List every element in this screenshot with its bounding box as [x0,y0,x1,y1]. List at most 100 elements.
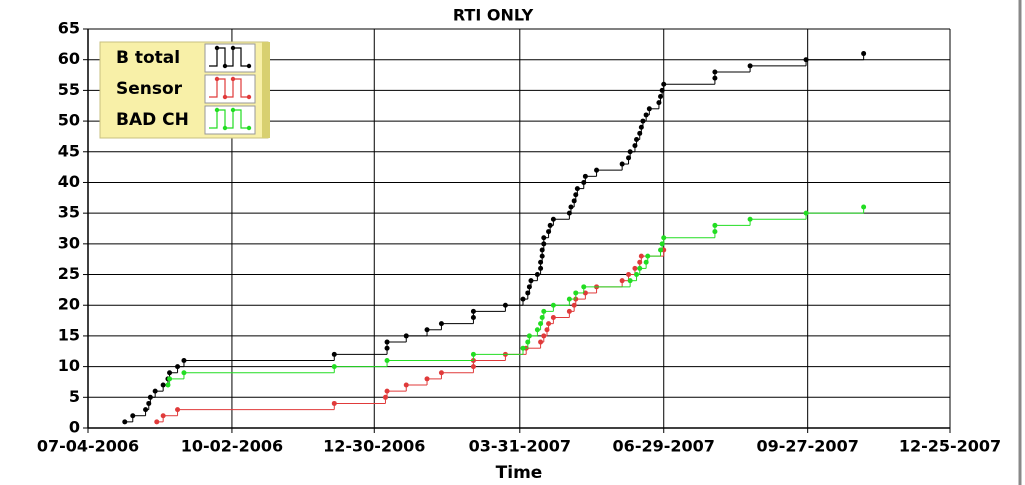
data-point [331,364,337,370]
data-point [637,130,643,136]
data-point [661,235,667,241]
data-point [502,302,508,308]
legend-edge [262,42,270,138]
data-point [538,339,544,345]
x-tick-label: 07-04-2006 [37,437,139,456]
legend-swatch-dot [222,94,228,100]
data-point [568,204,574,210]
data-point [656,100,662,106]
legend-swatch [209,47,251,67]
y-tick-label: 0 [69,418,80,437]
y-tick-label: 5 [69,387,80,406]
data-point [712,229,718,235]
data-point [538,321,544,327]
data-point [539,315,545,321]
data-point [520,345,526,351]
data-point [470,364,476,370]
data-point [566,308,572,314]
data-point [382,394,388,400]
data-point [167,376,173,382]
data-point [619,161,625,167]
data-point [147,394,153,400]
y-tick-label: 65 [58,19,80,38]
data-point [646,106,652,112]
legend: B total Sensor BAD CH [99,41,270,139]
legend-label: Sensor [116,79,183,99]
data-point [643,259,649,265]
data-point [645,253,651,259]
data-point [571,198,577,204]
chart-title: RTI ONLY [453,6,534,25]
data-point [547,222,553,228]
data-point [175,364,181,370]
y-tick-label: 50 [58,111,80,130]
data-point [643,112,649,118]
data-point [571,302,577,308]
data-point [526,333,532,339]
y-tick-label: 40 [58,172,80,191]
y-tick-label: 55 [58,80,80,99]
legend-swatch-box [204,43,256,73]
data-point [525,339,531,345]
legend-swatch-dot [246,63,252,69]
legend-swatch-box [204,105,256,135]
data-point [384,345,390,351]
data-point [539,253,545,259]
data-point [573,290,579,296]
data-point [712,69,718,75]
data-point [661,81,667,87]
data-point [638,124,644,130]
data-point [550,302,556,308]
data-point [470,308,476,314]
x-tick-label: 03-31-2007 [469,437,571,456]
data-point [573,192,579,198]
data-point [181,370,187,376]
legend-swatch-dot [214,45,220,51]
y-tick-label: 45 [58,141,80,160]
data-point [175,407,181,413]
data-point [632,265,638,271]
data-point [539,247,545,253]
data-point [627,149,633,155]
x-axis-label: Time [496,463,543,483]
x-tick-label: 09-27-2007 [756,437,858,456]
data-point [160,413,166,419]
data-point [331,351,337,357]
data-point [747,216,753,222]
data-point [384,339,390,345]
data-point [550,216,556,222]
data-point [640,118,646,124]
legend-swatch-dot [222,63,228,69]
data-point [525,290,531,296]
data-point [438,321,444,327]
y-tick-label: 30 [58,233,80,252]
data-point [544,327,550,333]
data-point [637,259,643,265]
data-point [634,272,640,278]
data-point [160,382,166,388]
data-point [534,327,540,333]
x-tick-label: 12-25-2007 [899,437,1001,456]
data-point [619,278,625,284]
y-tick-label: 60 [58,49,80,68]
data-point [637,265,643,271]
y-tick-label: 35 [58,203,80,222]
x-tick-label: 06-29-2007 [613,437,715,456]
y-tick-label: 25 [58,264,80,283]
data-point [438,370,444,376]
data-point [638,253,644,259]
data-point [538,259,544,265]
data-point [566,296,572,302]
data-point [470,351,476,357]
data-point [538,265,544,271]
data-point [384,357,390,363]
x-tick-label: 10-02-2006 [181,437,283,456]
legend-swatch-dot [214,76,220,82]
data-point [659,241,665,247]
data-point [658,247,664,253]
data-point [861,51,867,57]
legend-swatch-dot [222,125,228,131]
data-point [130,413,136,419]
data-point [632,143,638,149]
data-point [581,284,587,290]
